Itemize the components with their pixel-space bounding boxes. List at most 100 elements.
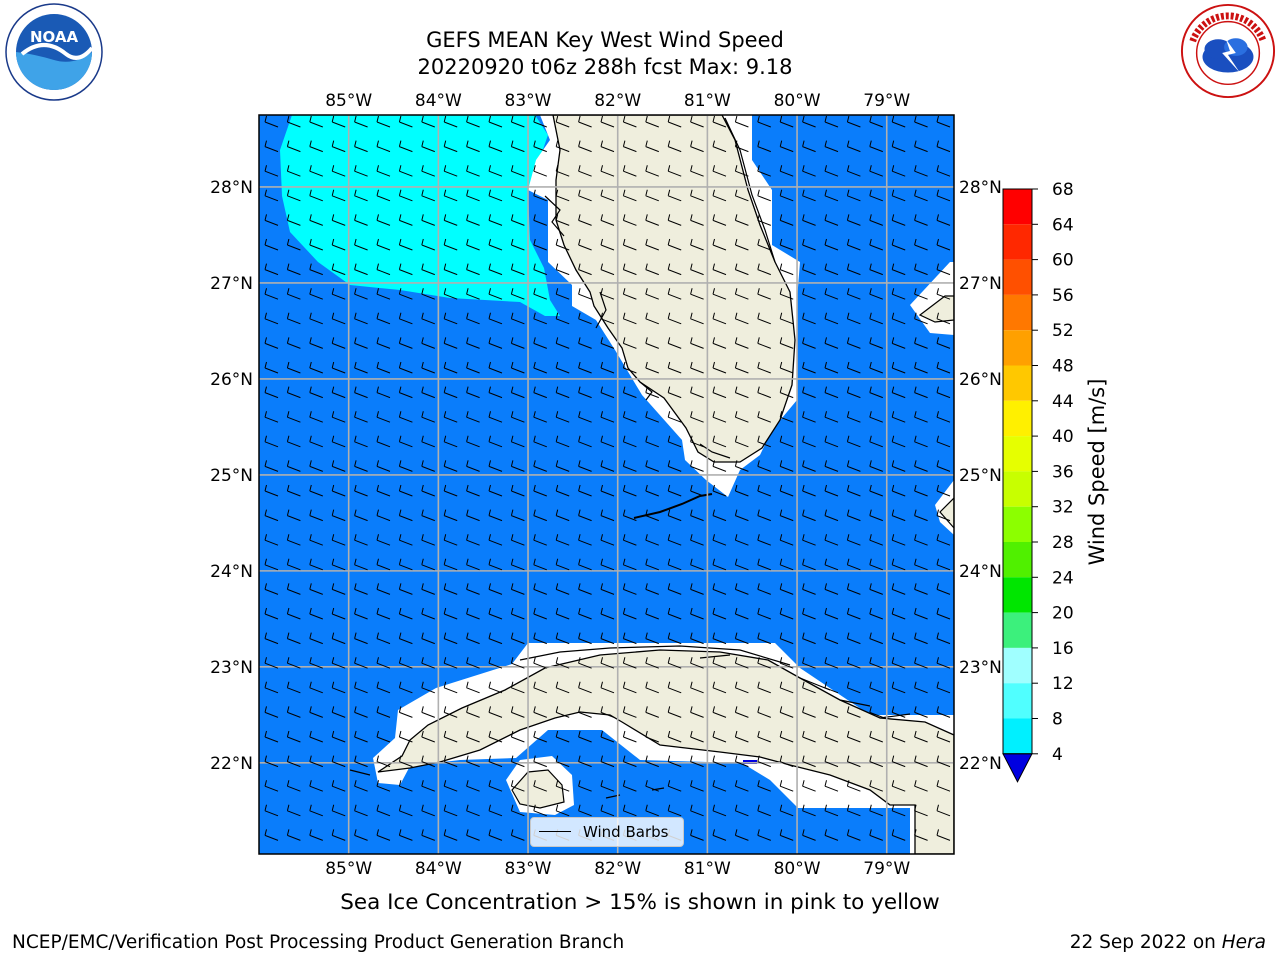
wind-barb [309,706,323,718]
wind-barb [734,312,749,325]
wind-barb [309,189,323,202]
wind-barb [779,435,794,448]
wind-barb [533,460,547,472]
wind-barb [376,288,391,300]
wind-barb [914,706,928,718]
wind-barb [645,804,659,817]
wind-barb [264,607,279,620]
wind-barb [331,829,346,841]
wind-barb [802,484,816,497]
wind-barb [936,657,951,669]
wind-barb [309,509,323,522]
wind-barb [690,361,704,374]
wind-barb [824,706,839,718]
wind-barb [331,411,346,423]
wind-barb [354,509,368,522]
lat-label-left: 22°N [210,754,253,774]
wind-barb [398,386,413,399]
wind-barb [376,238,391,251]
wind-barb [578,534,592,546]
wind-barb [734,140,749,153]
wind-barb [555,706,570,718]
wind-barb [264,509,279,522]
wind-barb [667,558,682,571]
wind-barb [936,288,951,300]
lon-label-top: 80°W [774,91,821,111]
wind-barb [331,681,346,694]
wind-barb [466,214,480,226]
wind-barb [690,583,704,595]
colorbar-segment [1003,718,1032,754]
footer-date: 22 Sep 2022 on Hera [1070,932,1266,953]
wind-barb [914,238,928,251]
wind-barb [309,165,323,177]
wind-barb [690,140,704,153]
wind-barb [398,140,413,153]
wind-barb [936,361,951,374]
wind-barb [869,632,883,645]
wind-barb [264,386,279,399]
wind-barb [533,238,547,251]
wind-barb [286,632,301,645]
wind-barb [734,583,749,595]
wind-barb [555,165,570,177]
wind-barb [578,632,592,645]
wind-barb [555,804,570,817]
wind-barb [510,829,525,841]
wind-barb [936,509,951,522]
wind-barb [914,337,928,349]
wind-barb [264,189,279,202]
wind-barb [667,386,682,399]
wind-barb [779,804,794,817]
wind-barb [488,657,503,669]
wind-barb [891,706,906,718]
wind-barb [555,189,570,202]
wind-barb [645,214,659,226]
wind-barb [510,140,525,153]
wind-barb [622,435,637,448]
wind-barb [510,583,525,595]
wind-barb [667,534,682,546]
wind-barb [578,140,592,153]
wind-barb [600,484,615,497]
wind-barb [466,115,480,128]
wind-barb [398,312,413,325]
wind-barb [667,115,682,128]
svg-text:NOAA: NOAA [30,28,79,46]
wind-barb [555,435,570,448]
wind-barb [757,730,771,743]
wind-barb [421,657,435,669]
wind-barb [354,558,368,571]
wind-barb [891,140,906,153]
wind-barb [779,730,794,743]
wind-barb [264,288,279,300]
wind-barb [421,534,435,546]
wind-barb [914,189,928,202]
colorbar-segment [1003,436,1032,472]
wind-barb [869,534,883,546]
wind-barb [421,583,435,595]
wind-barb [779,681,794,694]
wind-barb [309,804,323,817]
wind-barb [510,657,525,669]
wind-barb [914,534,928,546]
wind-barb [264,583,279,595]
wind-barb [645,558,659,571]
wind-barb [600,312,615,325]
wind-barb [421,140,435,153]
wind-barb [376,460,391,472]
wind-barb [645,583,659,595]
wind-barb [578,411,592,423]
wind-barb [555,140,570,153]
wind-barb [869,337,883,349]
wind-barb [802,460,816,472]
wind-barb [555,115,570,128]
wind-barb [824,386,839,399]
wind-barb [354,632,368,645]
wind-barb [578,730,592,743]
wind-barb [264,780,279,792]
wind-barb [712,238,727,251]
wind-barb [690,755,704,768]
wind-barb [555,484,570,497]
wind-barb [421,755,435,768]
